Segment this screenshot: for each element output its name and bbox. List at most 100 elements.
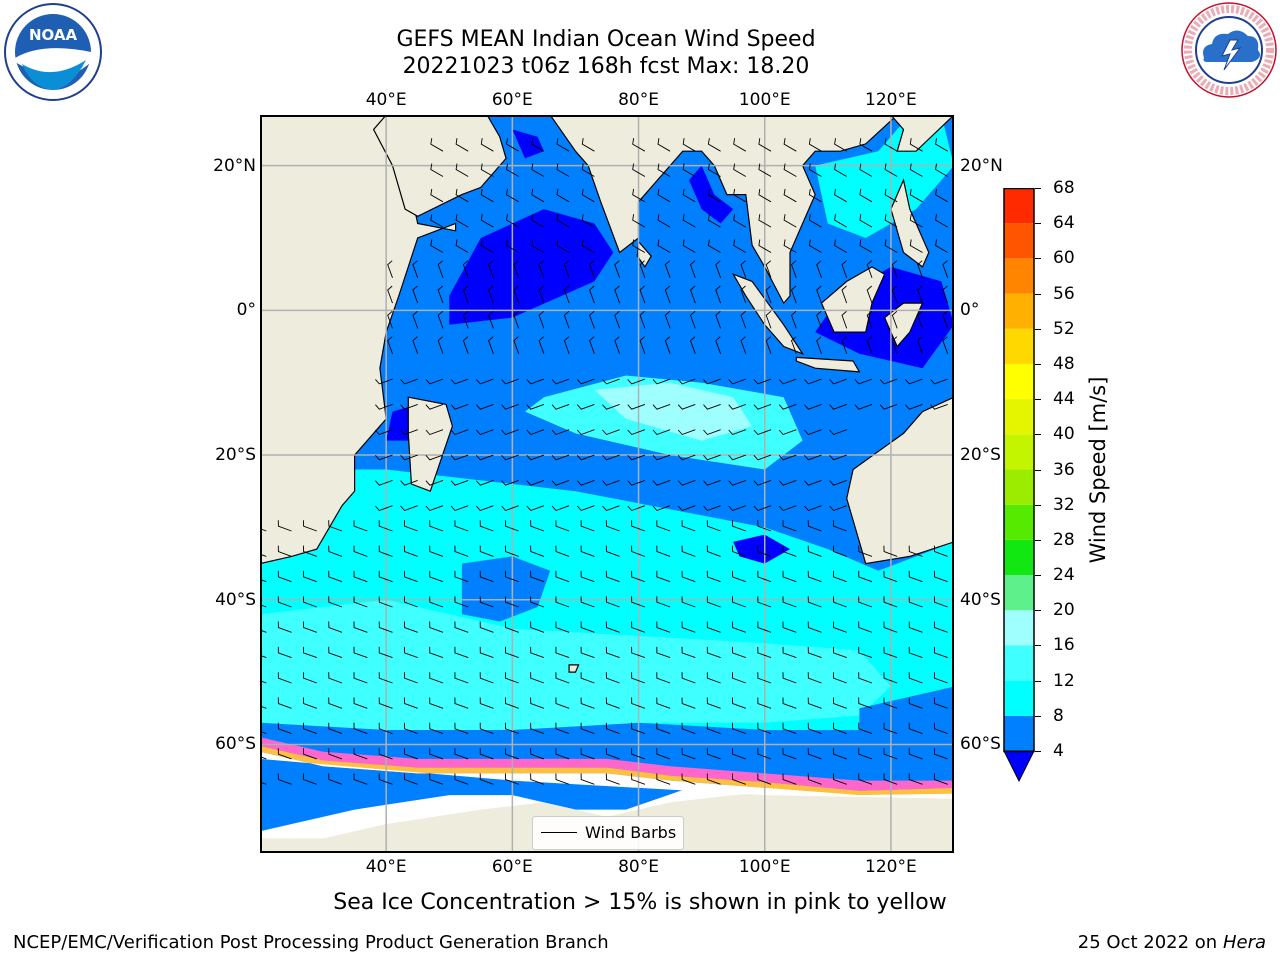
wind-barb [778,378,797,385]
wind-barb [504,697,519,709]
wind-barb [656,773,671,785]
wind-barb [277,672,292,684]
wind-barb [501,505,519,512]
wind-barb [783,214,797,228]
colorbar-tick [1035,504,1041,506]
wind-barb [908,545,923,557]
colorbar-segment [1004,328,1034,364]
wind-barb [833,646,847,659]
wind-barb [807,570,822,583]
wind-barb [328,646,343,659]
wind-barb [627,378,646,385]
wind-barb [652,479,671,486]
wind-barb [753,505,772,512]
footer-date-text: 25 Oct 2022 on [1077,932,1218,953]
wind-barb [933,545,948,557]
wind-barb [504,748,519,760]
wind-barb [733,214,747,228]
lon-tick-label: 80°E [618,90,659,110]
wind-barb [652,454,671,461]
wind-barb [580,520,595,532]
wind-barb [681,545,696,557]
wind-barb [703,403,721,410]
wind-barb [728,403,746,410]
colorbar-tick [1035,715,1041,717]
wind-barb [437,285,444,304]
sri-lanka [636,240,652,269]
wind-barb [526,505,545,512]
wind-barb [908,773,923,785]
wind-barb [866,285,873,304]
colorbar-tick-label: 24 [1053,565,1075,586]
wind-barb [859,163,873,177]
wind-barb [677,378,696,385]
lon-tick-label: 100°E [738,90,791,110]
wind-barb [733,239,747,253]
colorbar-tick-label: 60 [1053,248,1075,269]
wind-barb [454,570,469,583]
wind-barb [740,336,747,354]
wind-barb [829,479,847,486]
wind-barb [488,260,494,278]
wind-barb [841,310,848,329]
wind-barb [530,570,545,583]
wind-barb [504,672,519,684]
wind-barb [804,403,822,410]
wind-barb [790,310,797,329]
wind-barb [530,646,545,659]
wind-barb [479,748,494,760]
colorbar-tick-label: 8 [1053,705,1064,726]
wind-barb [475,378,494,385]
colorbar-tick [1035,680,1041,682]
wind-barb [555,646,570,659]
wind-barb [884,214,898,228]
wind-barb [387,260,393,278]
wind-barb [580,621,595,633]
wind-barb [328,545,343,557]
wind-barb [681,773,696,785]
wind-barb [400,403,418,410]
wind-barb [942,336,949,354]
wind-barb [854,378,873,385]
wind-barb [400,378,418,385]
wind-barb [681,596,696,608]
wind-barb [580,773,595,785]
wind-barb [576,454,595,461]
colorbar-tick-label: 28 [1053,529,1075,550]
wind-barb [829,454,847,461]
colorbar-tick-label: 12 [1053,670,1075,691]
wind-barb [703,454,721,461]
footer-host: Hera [1222,932,1266,953]
wind-barb [728,454,746,461]
wind-barb [450,378,469,385]
wind-barb [681,748,696,760]
wind-barb [403,722,418,735]
wind-barb [303,646,317,659]
colorbar-tick [1035,610,1041,612]
wind-barb [328,722,343,735]
wind-barb [639,336,646,354]
wind-barb [375,429,393,436]
wind-barb [605,646,620,659]
wind-barb [740,260,747,278]
wind-barb [504,596,519,608]
wind-barb [375,479,393,486]
taiwan-coast [890,115,954,152]
wind-barb [652,378,671,385]
wind-barb [834,239,847,253]
wind-barb [689,285,696,304]
wind-barb [530,621,545,633]
wind-barb [657,138,671,152]
wind-barb [556,138,570,152]
wind-barb [437,336,444,354]
wind-barb [757,722,772,735]
wind-barb [757,520,772,532]
colorbar-tick [1035,469,1041,471]
colorbar-segment [1004,258,1034,294]
wind-barb [501,429,519,436]
wind-barb [859,188,873,203]
colorbar-segment [1004,680,1034,716]
wind-barb [933,773,948,785]
wind-barb [753,403,772,410]
wind-barb [883,672,898,684]
